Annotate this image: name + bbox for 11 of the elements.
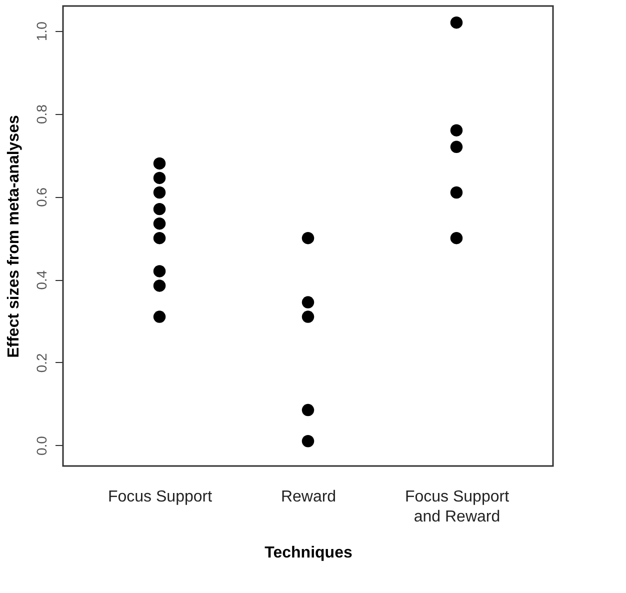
y-axis-title: Effect sizes from meta-analyses: [6, 115, 22, 358]
y-tick-label: 0.2: [34, 352, 50, 373]
y-tick-label: 0.6: [34, 187, 50, 207]
x-axis-title: Techniques: [264, 544, 352, 562]
y-tick-label: 0.4: [34, 270, 50, 290]
y-tick-label: 0.8: [34, 104, 50, 124]
y-tick-label: 0.0: [34, 436, 50, 456]
x-tick-label: Focus Support and Reward: [404, 488, 510, 526]
x-tick-label: Reward: [280, 488, 336, 506]
x-tick-label: Focus Support: [108, 488, 213, 506]
y-tick-label: 1.0: [34, 21, 50, 42]
